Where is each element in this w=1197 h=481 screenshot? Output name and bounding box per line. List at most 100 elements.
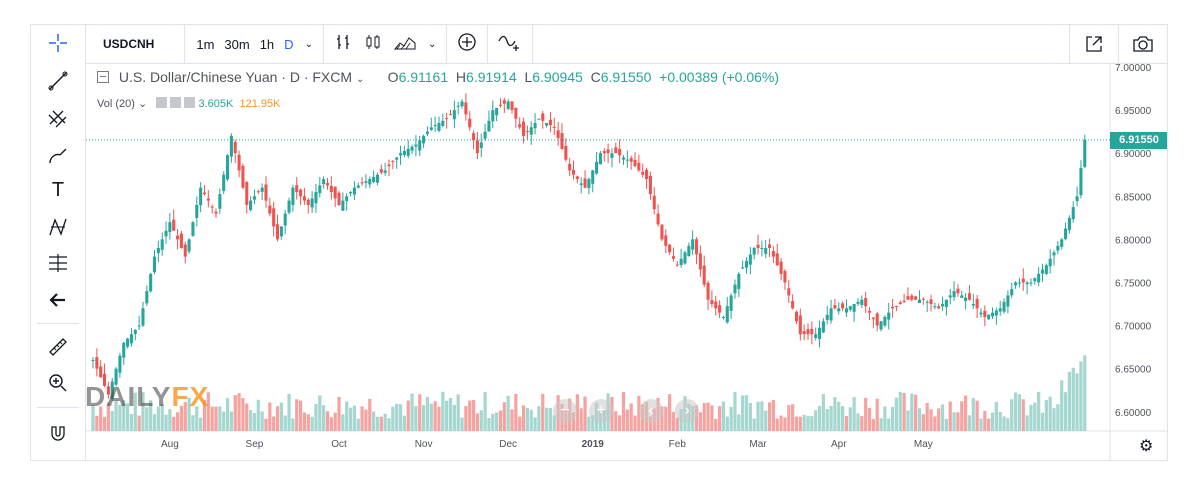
magnet-icon[interactable] (31, 421, 85, 450)
candle-body (967, 293, 971, 300)
high-label: H (455, 69, 467, 85)
candle-body (671, 256, 675, 259)
candle-body (856, 301, 860, 304)
interval-30m[interactable]: 30m (224, 36, 250, 52)
visibility-icon[interactable] (156, 97, 168, 108)
text-icon[interactable]: T (51, 179, 65, 201)
measure-icon[interactable] (31, 251, 85, 280)
candle-body (448, 114, 453, 116)
volume-bar (737, 414, 741, 431)
settings-icon[interactable] (170, 97, 182, 108)
volume-bar (664, 406, 668, 431)
candle-body (821, 321, 825, 333)
x-tick-label: 2019 (582, 439, 605, 450)
volume-bar (214, 406, 218, 431)
price-chart[interactable]: 7.00000 6.95000 6.90000 6.85000 6.80000 6.750… (31, 25, 1167, 460)
trendline-icon[interactable] (31, 69, 85, 98)
add-indicator-icon[interactable] (451, 32, 483, 56)
candle-body (456, 105, 460, 107)
candle-body (979, 312, 983, 315)
candle-body (541, 113, 545, 121)
gear-icon[interactable]: ⚙ (1139, 438, 1154, 455)
candle-body (560, 133, 564, 149)
zoom-in-button[interactable]: + (589, 399, 613, 423)
candle-body (744, 260, 749, 268)
brush-icon[interactable] (31, 143, 85, 172)
volume-bar (283, 415, 287, 431)
candle-body (483, 131, 487, 139)
chart-widget: T USDCNH 1m 30m 1h D ⌄ (30, 24, 1168, 461)
series-title[interactable]: U.S. Dollar/Chinese Yuan · D · FXCM (118, 69, 353, 85)
volume-bar (510, 409, 514, 431)
zoom-out-button[interactable]: − (553, 399, 577, 423)
volume-bar (583, 396, 587, 431)
candle-body (252, 196, 256, 200)
candle-body (691, 239, 695, 250)
compare-icon[interactable] (492, 33, 528, 55)
bar-style-icon[interactable] (328, 33, 358, 55)
volume-bar (352, 405, 357, 431)
x-tick-label: Feb (669, 439, 687, 450)
volume-bar (717, 406, 722, 431)
volume-bar (129, 414, 134, 431)
candle-body (318, 185, 322, 194)
volume-bar (1083, 355, 1087, 431)
symbol-search[interactable]: USDCNH (85, 25, 186, 63)
candle-body (741, 267, 745, 269)
volume-bar (110, 411, 114, 431)
volume-bar (860, 416, 864, 431)
remove-icon[interactable] (184, 97, 196, 108)
candle-body (610, 153, 614, 158)
chevron-down-icon[interactable]: ⌄ (355, 74, 365, 85)
open-label: O (387, 69, 399, 85)
candle-body (618, 148, 622, 156)
fib-icon[interactable] (31, 107, 85, 136)
back-arrow-icon[interactable] (31, 288, 85, 317)
zoom-in-icon[interactable] (31, 371, 85, 400)
volume-bar (318, 395, 322, 431)
candle-body (633, 159, 637, 167)
camera-icon[interactable] (1118, 25, 1167, 63)
candle-body (810, 328, 814, 335)
candle-body (1006, 295, 1010, 307)
chevron-down-icon[interactable]: ⌄ (304, 38, 313, 50)
volume-label[interactable]: Vol (20) (97, 98, 135, 110)
chevron-down-icon[interactable]: ⌄ (137, 98, 148, 110)
y-tick-label: 6.70000 (1115, 322, 1152, 333)
chevron-down-icon[interactable]: ⌄ (427, 38, 437, 50)
candle-body (587, 179, 591, 189)
area-style-icon[interactable] (388, 33, 422, 55)
candle-body (183, 244, 187, 257)
volume-bar (275, 406, 280, 431)
low-label: L (524, 69, 533, 85)
candle-body (256, 191, 260, 193)
candle-body (914, 296, 918, 300)
interval-1h[interactable]: 1h (259, 36, 275, 52)
candle-body (283, 213, 287, 226)
x-tick-label: Oct (331, 439, 347, 450)
volume-bar (433, 401, 437, 431)
volume-bar (264, 418, 268, 431)
candle-body (322, 179, 326, 185)
volume-bar (987, 418, 991, 431)
scroll-right-button[interactable]: › (675, 399, 699, 423)
candle-body (525, 131, 529, 133)
pattern-icon[interactable] (31, 215, 85, 244)
ruler-icon[interactable] (31, 335, 85, 364)
scroll-left-button[interactable]: ‹ (639, 399, 663, 423)
interval-d[interactable]: D (284, 36, 294, 52)
volume-bar (864, 397, 868, 431)
volume-bar (456, 394, 460, 431)
collapse-icon[interactable] (97, 71, 109, 83)
volume-bar (779, 415, 783, 431)
candle-style-icon[interactable] (358, 33, 388, 55)
volume-bar (810, 416, 814, 431)
volume-bar (702, 403, 706, 431)
candle-body (133, 329, 137, 335)
interval-1m[interactable]: 1m (196, 36, 215, 52)
share-icon[interactable] (1069, 25, 1118, 63)
volume-bar (141, 392, 145, 431)
crosshair-icon[interactable] (31, 31, 85, 60)
volume-bar (195, 406, 199, 431)
candle-body (1010, 288, 1014, 296)
